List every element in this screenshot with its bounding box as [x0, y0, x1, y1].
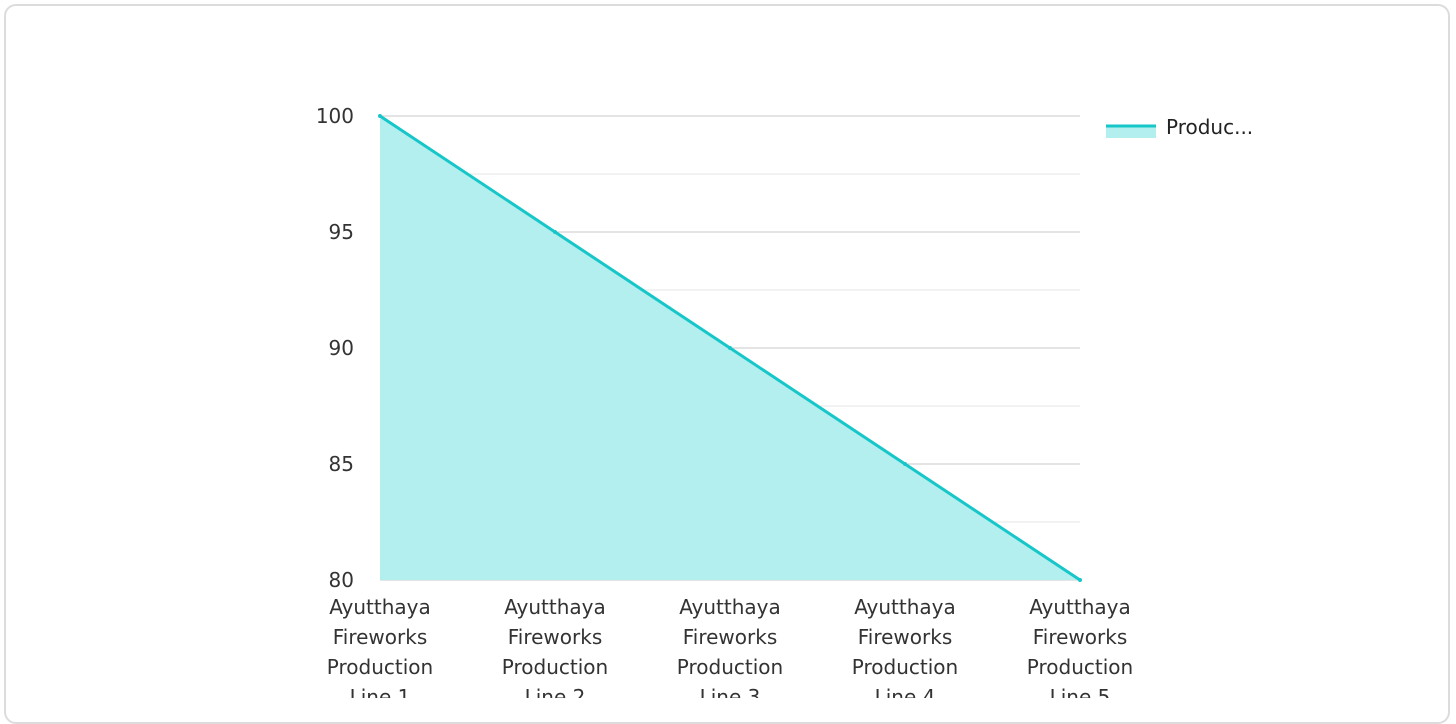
x-tick-label: Ayutthaya Fireworks Production Line 2 — [502, 595, 608, 698]
x-tick-label: Ayutthaya Fireworks Production Line 1 — [327, 595, 433, 698]
legend-label: Produc... — [1166, 115, 1253, 139]
y-tick-label: 100 — [316, 104, 354, 128]
data-point[interactable] — [728, 346, 732, 350]
x-axis-ticks: Ayutthaya Fireworks Production Line 1 Ayutth… — [327, 595, 1133, 698]
data-point[interactable] — [378, 114, 382, 118]
x-tick-label: Ayutthaya Fireworks Production Line 4 — [852, 595, 958, 698]
data-point[interactable] — [903, 462, 907, 466]
x-tick-label: Ayutthaya Fireworks Production Line 3 — [677, 595, 783, 698]
area-series — [378, 114, 1082, 582]
legend[interactable]: Produc... — [1106, 115, 1253, 139]
y-tick-label: 95 — [329, 220, 354, 244]
area-chart: 80 85 90 95 100 Ayutthaya Fireworks Production… — [316, 104, 1253, 698]
y-axis-ticks: 80 85 90 95 100 — [316, 104, 354, 592]
data-point[interactable] — [1078, 578, 1082, 582]
y-tick-label: 85 — [329, 452, 354, 476]
y-tick-label: 80 — [329, 568, 354, 592]
legend-swatch-fill — [1106, 126, 1156, 138]
y-tick-label: 90 — [329, 336, 354, 360]
x-tick-label: Ayutthaya Fireworks Production Line 5 — [1027, 595, 1133, 698]
data-point[interactable] — [553, 230, 557, 234]
